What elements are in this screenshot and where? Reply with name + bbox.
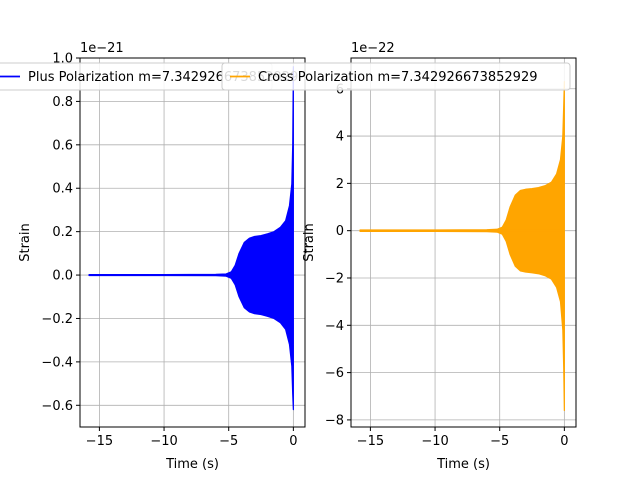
panel1-x-tick-label: 0 [560,434,568,449]
panel0-y-tick-label: 0.4 [52,182,73,197]
legends: Plus Polarization m=7.342926673852929Cro… [0,62,571,91]
panel1-x-tick-label: −15 [357,434,384,449]
plus-polarization-panel: −15 −10 −5 0−0.6−0.4−0.20.00.20.40.60.81.0T… [18,41,306,472]
legend-1-label: Cross Polarization m=7.342926673852929 [258,70,537,85]
panel1-x-axis-label: Time (s) [436,457,490,472]
panel1-axes-frame [350,57,577,428]
panel1-y-tick-label: −8 [325,413,344,428]
panel0-x-axis-label: Time (s) [165,457,219,472]
panel0-y-tick-label: 0.0 [52,269,73,284]
panel1-y-tick-label: −6 [325,366,344,381]
panel0-y-axis-label: Strain [18,223,33,262]
panel0-x-tick-label: −15 [86,434,113,449]
panel0-y-tick-label: 0.8 [52,95,73,110]
legend-1-box [221,62,571,91]
panel0-axes-frame [79,57,306,428]
panel1-y-tick-label: 2 [336,177,344,192]
panel0-y-tick-label: −0.2 [41,312,73,327]
panel1-offset-text: 1e−22 [351,41,395,56]
panel1-series-0-waveform [359,81,565,412]
panel0-y-tick-label: −0.4 [41,355,73,370]
panel0-x-tick-label: −5 [219,434,238,449]
panel0-y-tick-label: 0.6 [52,138,73,153]
panel1-x-tick-label: −5 [490,434,509,449]
panel1-x-tick-label: −10 [421,434,448,449]
panel0-y-tick-label: −0.6 [41,399,73,414]
panel1-y-tick-label: 0 [336,224,344,239]
panel1-y-tick-label: −2 [325,271,344,286]
panel1-y-axis-label: Strain [302,223,317,262]
panel1-y-tick-label: 4 [336,130,344,145]
panel0-y-tick-label: 0.2 [52,225,73,240]
panel0-x-tick-label: −10 [150,434,177,449]
panel0-offset-text: 1e−21 [80,41,124,56]
panel1-y-tick-label: −4 [325,319,344,334]
panel0-x-tick-label: 0 [289,434,297,449]
panel0-series-0-waveform [88,66,294,411]
